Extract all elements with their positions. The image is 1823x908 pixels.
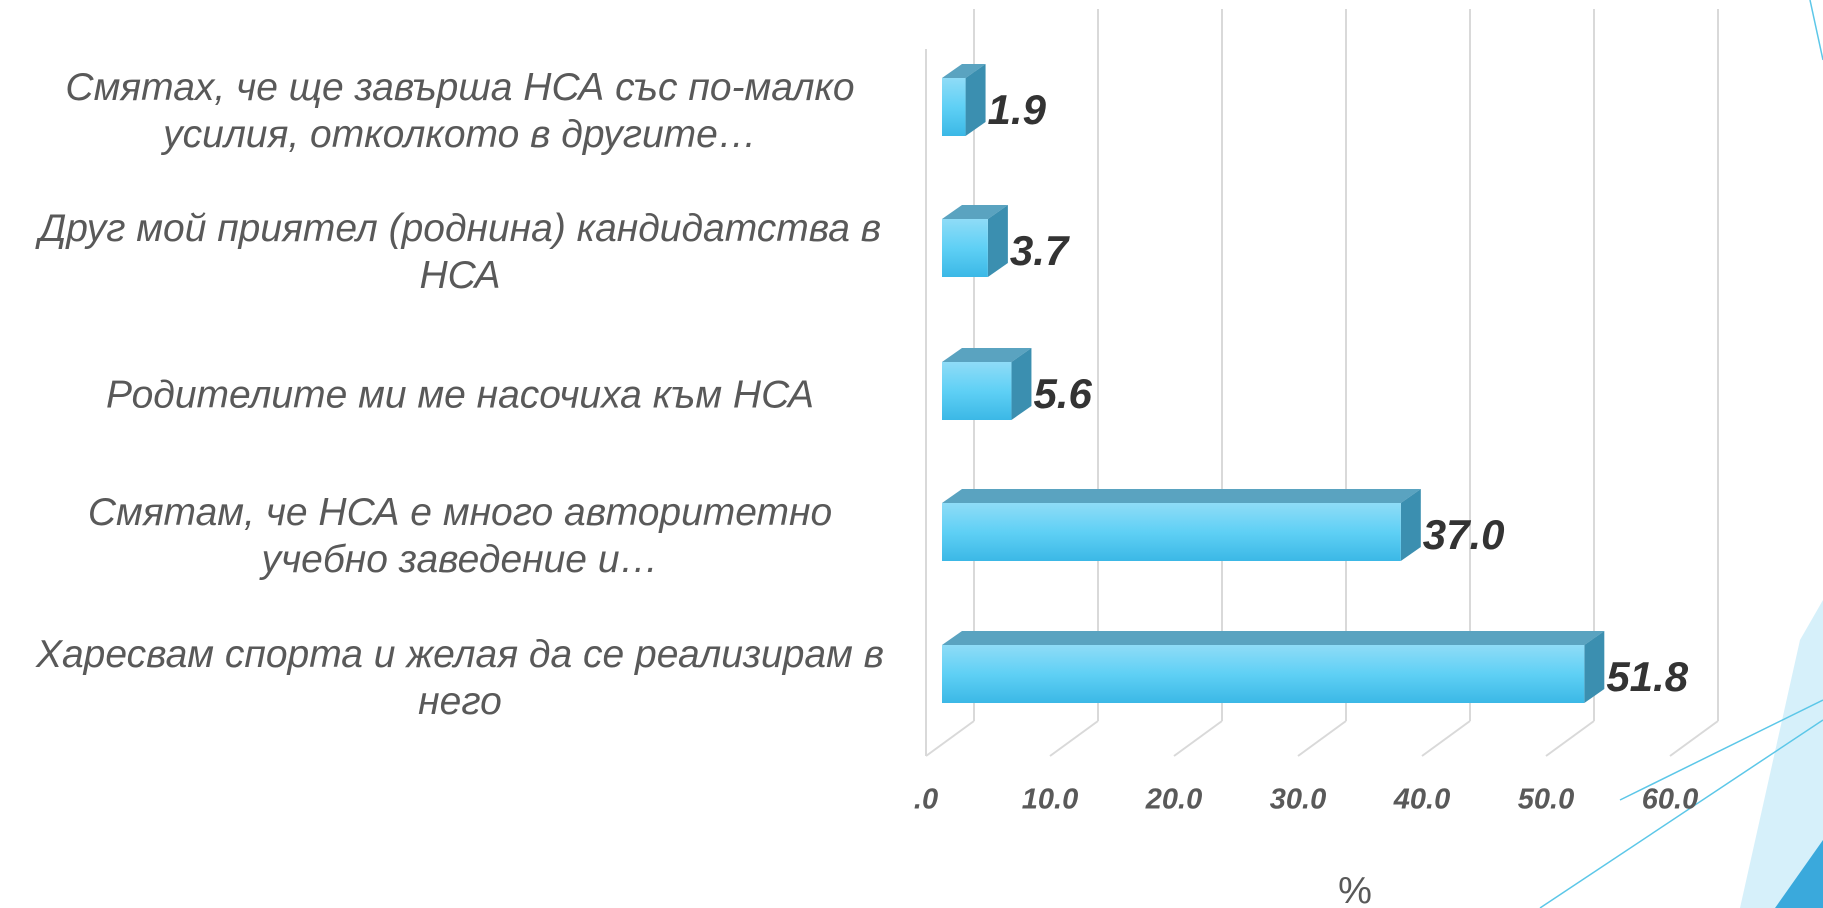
x-tick-label: 40.0 [1393, 784, 1450, 816]
decoration [1539, 719, 1823, 908]
decoration [1809, 0, 1823, 61]
bar-top [942, 205, 1008, 219]
bar [942, 78, 966, 136]
x-axis-title: % [1338, 870, 1372, 908]
category-label: Друг мой приятел (роднина) кандидатства … [38, 207, 882, 297]
bar-side [987, 205, 1008, 277]
decoration [1740, 600, 1823, 908]
category-label: Родителите ми ме насочиха към НСА [106, 373, 814, 417]
floor-grid-line [1421, 720, 1471, 757]
floor-grid-line [925, 720, 975, 757]
floor-grid-line [1669, 720, 1719, 757]
bar-top [942, 489, 1421, 503]
x-tick-label: 50.0 [1518, 784, 1574, 816]
bar [942, 219, 988, 277]
data-label: 37.0 [1423, 511, 1505, 558]
x-tick-label: 30.0 [1270, 784, 1326, 816]
x-tick-label: 10.0 [1022, 784, 1078, 816]
bar-top [942, 631, 1605, 645]
bar-side [1584, 631, 1605, 703]
floor-grid-line [1297, 720, 1347, 757]
floor-grid-line [1545, 720, 1595, 757]
bar-side [1011, 348, 1032, 420]
category-label: Харесвам спорта и желая да се реализирам… [35, 633, 885, 723]
bar [942, 362, 1012, 420]
data-label: 51.8 [1606, 653, 1688, 700]
floor-grid-line [1173, 720, 1223, 757]
decoration [1619, 699, 1823, 801]
bar-top [942, 64, 986, 78]
bar-side [1400, 489, 1421, 561]
data-label: 1.9 [988, 86, 1047, 133]
bar [942, 503, 1401, 561]
bar-side [965, 64, 986, 136]
x-tick-label: 20.0 [1145, 784, 1202, 816]
floor-grid-line [1049, 720, 1099, 757]
decoration [1775, 840, 1823, 908]
category-label: Смятах, че ще завърша НСА със по-малко у… [65, 66, 855, 156]
bar [942, 645, 1585, 703]
x-tick-label: .0 [914, 784, 938, 816]
category-label: Смятам, че НСА е много авторитетно учебн… [87, 491, 833, 581]
x-tick-label: 60.0 [1642, 784, 1698, 816]
data-label: 5.6 [1033, 370, 1092, 417]
data-label: 3.7 [1010, 227, 1070, 274]
bar-top [942, 348, 1032, 362]
